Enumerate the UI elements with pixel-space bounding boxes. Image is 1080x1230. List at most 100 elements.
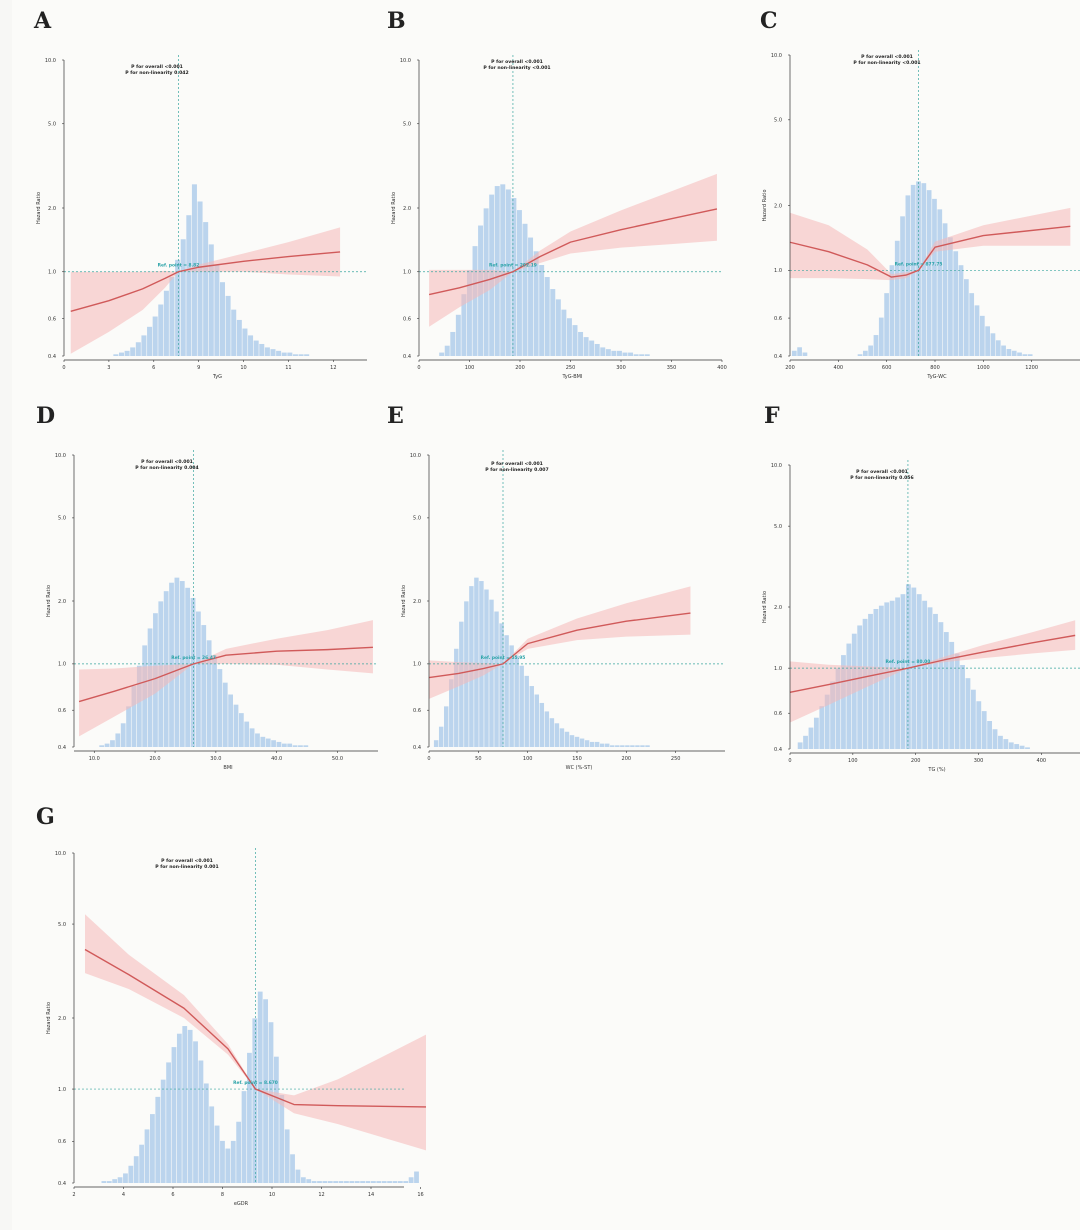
hist-bar (995, 340, 1001, 356)
hist-bar (900, 594, 906, 749)
hist-bar (376, 1181, 382, 1183)
hist-bar (209, 1106, 215, 1183)
hist-bar (225, 295, 231, 356)
hist-bar (158, 304, 164, 356)
hist-bar (276, 350, 282, 356)
hist-bar (533, 251, 539, 356)
hist-bar (206, 640, 212, 747)
chart-e: 0.4 0.6 1.0 2.0 5.0 10.0 0 50 100 150 200 250 WC (%-… (401, 450, 725, 771)
hist-bar (99, 745, 105, 747)
p-overall-text: P for overall <0.001 (131, 64, 183, 70)
y-tick-label: 1.0 (58, 662, 66, 668)
hist-bar (230, 1140, 236, 1183)
hist-bar (534, 694, 540, 747)
x-axis-title: WC (%-ST) (566, 765, 593, 771)
y-tick-label: 1.0 (48, 270, 56, 276)
hist-bar (292, 745, 298, 747)
hist-bar (1011, 350, 1017, 356)
panel-f: F 0.4 0.6 1.0 2.0 5.0 10.0 0 100 200 300 400 TG (%)… (722, 395, 1080, 795)
hist-bar (365, 1181, 371, 1183)
x-tick-label: 6 (171, 1192, 174, 1198)
hist-bar (298, 745, 303, 747)
x-tick-label: 14 (368, 1192, 374, 1198)
panel-label-f: F (764, 403, 780, 429)
hist-bar (803, 735, 808, 749)
hr-curve (78, 646, 373, 703)
hist-bar (564, 731, 570, 747)
y-axis-title: Hazard Ratio (46, 585, 52, 617)
y-tick-label: 1.0 (413, 662, 421, 668)
hist-bar (187, 1029, 193, 1183)
hist-bar (539, 702, 545, 747)
hist-bar (474, 577, 479, 747)
panel-label-a: A (34, 8, 52, 34)
x-tick-label: 300 (616, 365, 626, 371)
hist-bar (118, 352, 124, 356)
hist-bar (212, 655, 217, 747)
hist-bar (217, 669, 223, 747)
p-overall-text: P for overall <0.001 (491, 59, 543, 65)
p-nonlinear-text: P for non-linearity 0.001 (155, 864, 218, 870)
y-tick-label: 10.0 (771, 53, 782, 59)
hist-bar (106, 1181, 112, 1183)
hist-bar (306, 1179, 312, 1183)
hist-bar (938, 622, 944, 749)
x-tick-label: 0 (788, 758, 791, 764)
x-tick-label: 200 (911, 758, 921, 764)
hist-bar (222, 682, 228, 747)
y-tick-label: 5.0 (58, 516, 66, 522)
p-nonlinear-text: P for non-linearity <0.001 (853, 60, 920, 66)
panel-b: B 0.4 0.6 1.0 2.0 5.0 10.0 0 100 200 250 300 350 400… (367, 0, 727, 400)
hist-bar (444, 345, 450, 356)
hist-bar (974, 305, 980, 356)
hist-bar (298, 354, 304, 356)
hist-bar (257, 991, 263, 1183)
x-tick-label: 400 (834, 365, 844, 371)
hist-bar (169, 277, 175, 356)
y-tick-label: 1.0 (403, 270, 411, 276)
x-axis-title: eGDR (234, 1201, 249, 1207)
y-tick-label: 0.4 (58, 1181, 66, 1187)
hist-bar (516, 210, 522, 356)
hist-bar (569, 735, 575, 747)
hist-bar (835, 668, 841, 749)
hr-curve (84, 948, 427, 1108)
hist-bar (201, 625, 207, 747)
hist-bar (1025, 747, 1030, 749)
y-tick-label: 10.0 (410, 453, 421, 459)
p-overall-text: P for overall <0.001 (856, 469, 908, 475)
hist-bar (555, 299, 561, 356)
x-tick-label: 20.0 (149, 756, 160, 762)
x-tick-label: 2 (72, 1192, 75, 1198)
hist-bar (640, 745, 645, 747)
chart-b: 0.4 0.6 1.0 2.0 5.0 10.0 0 100 200 250 300 350 400 Ty… (391, 55, 727, 380)
y-tick-label: 10.0 (55, 851, 66, 857)
hist-bar (281, 352, 287, 356)
hist-bar (231, 309, 237, 356)
hist-bar (466, 270, 472, 356)
hist-bar (550, 289, 556, 356)
panel-label-c: C (760, 8, 778, 34)
hist-bar (878, 317, 884, 356)
y-tick-label: 10.0 (55, 453, 66, 459)
hist-bar (841, 655, 846, 749)
hist-bar (303, 745, 309, 747)
hist-bar (455, 314, 461, 356)
hist-bar (645, 745, 650, 747)
hist-bar (1019, 745, 1025, 749)
y-tick-label: 1.0 (774, 268, 782, 274)
hist-bar (589, 340, 595, 356)
hist-bar (139, 1144, 145, 1183)
hist-bar (964, 279, 969, 356)
hist-bar (264, 347, 270, 356)
hist-bar (123, 1173, 128, 1183)
hist-bar (182, 1026, 188, 1183)
figure-sheet: A 0.4 0.6 1.0 2.0 5.0 10.0 0 3 6 9 10 11 12 TyG Hazard… (12, 0, 1080, 1230)
y-tick-label: 10.0 (400, 58, 411, 64)
p-nonlinear-text: P for non-linearity 0.004 (135, 465, 198, 471)
hist-bar (255, 733, 260, 747)
hist-bar (260, 736, 266, 747)
hist-bar (633, 354, 639, 356)
hist-bar (273, 1056, 279, 1183)
hist-bar (295, 1169, 301, 1183)
